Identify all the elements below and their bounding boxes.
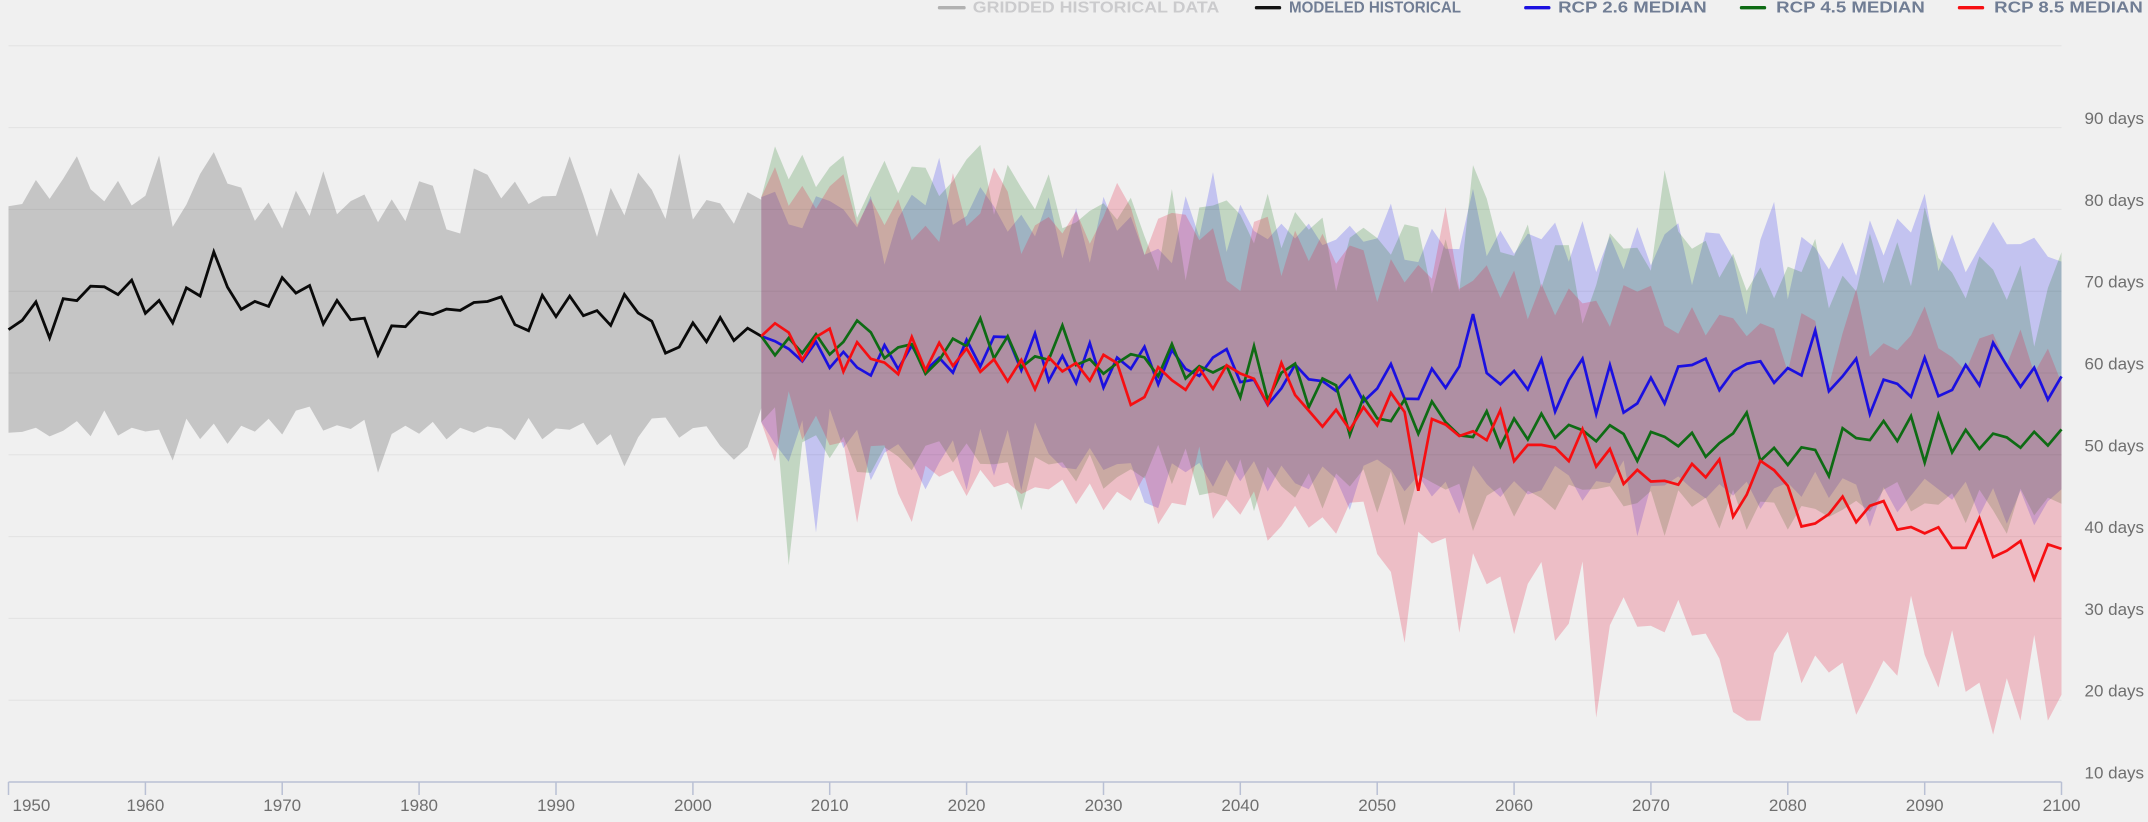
svg-text:2080: 2080 (1769, 796, 1807, 815)
svg-text:30 days: 30 days (2085, 600, 2145, 619)
svg-text:80 days: 80 days (2085, 191, 2145, 210)
svg-text:1950: 1950 (13, 796, 51, 815)
svg-text:50 days: 50 days (2085, 436, 2145, 455)
svg-text:GRIDDED HISTORICAL DATA: GRIDDED HISTORICAL DATA (973, 0, 1220, 17)
svg-text:1990: 1990 (537, 796, 575, 815)
svg-text:1980: 1980 (400, 796, 438, 815)
svg-text:2070: 2070 (1632, 796, 1670, 815)
svg-text:RCP 4.5 MEDIAN: RCP 4.5 MEDIAN (1776, 0, 1925, 17)
svg-text:20 days: 20 days (2085, 682, 2145, 701)
svg-text:RCP 2.6 MEDIAN: RCP 2.6 MEDIAN (1558, 0, 1707, 17)
svg-text:2040: 2040 (1221, 796, 1259, 815)
svg-text:2010: 2010 (811, 796, 849, 815)
svg-text:40 days: 40 days (2085, 518, 2145, 537)
svg-text:90 days: 90 days (2085, 109, 2145, 128)
svg-text:60 days: 60 days (2085, 355, 2145, 374)
svg-text:2090: 2090 (1906, 796, 1944, 815)
svg-text:2020: 2020 (948, 796, 986, 815)
svg-text:1960: 1960 (126, 796, 164, 815)
svg-text:RCP 8.5 MEDIAN: RCP 8.5 MEDIAN (1994, 0, 2143, 17)
svg-text:2000: 2000 (674, 796, 712, 815)
svg-text:2060: 2060 (1495, 796, 1533, 815)
svg-text:1970: 1970 (263, 796, 301, 815)
svg-text:10 days: 10 days (2085, 764, 2145, 783)
svg-text:2030: 2030 (1085, 796, 1123, 815)
svg-text:MODELED HISTORICAL: MODELED HISTORICAL (1289, 0, 1461, 17)
svg-text:2100: 2100 (2043, 796, 2081, 815)
svg-text:2050: 2050 (1358, 796, 1396, 815)
svg-text:70 days: 70 days (2085, 273, 2145, 292)
